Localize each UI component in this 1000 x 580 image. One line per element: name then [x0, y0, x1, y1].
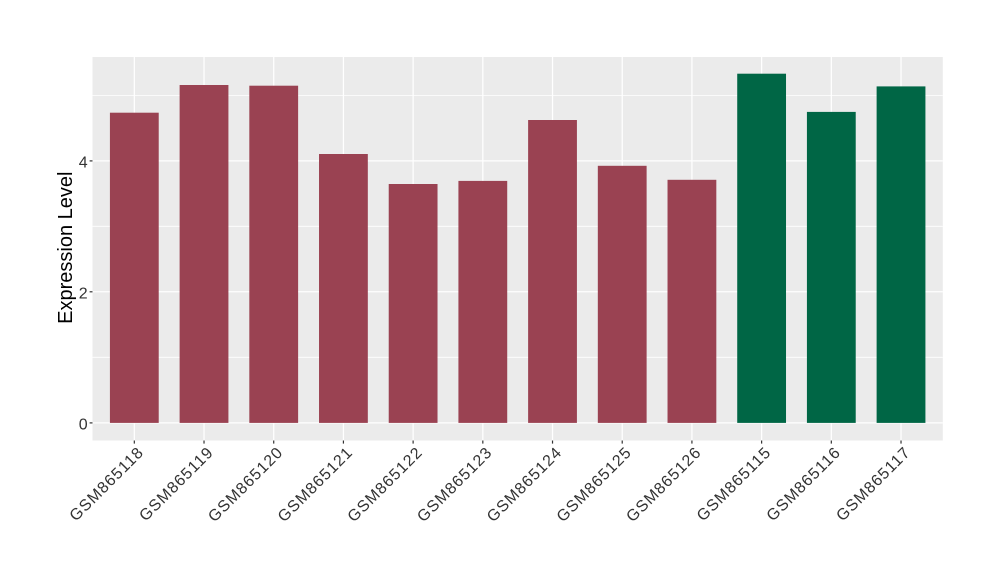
svg-text:2: 2	[79, 285, 88, 302]
svg-text:GSM865117: GSM865117	[833, 444, 914, 525]
svg-text:Expression Level: Expression Level	[55, 172, 77, 324]
svg-text:GSM865126: GSM865126	[623, 444, 705, 526]
svg-text:0: 0	[79, 416, 88, 433]
svg-text:4: 4	[79, 154, 88, 171]
